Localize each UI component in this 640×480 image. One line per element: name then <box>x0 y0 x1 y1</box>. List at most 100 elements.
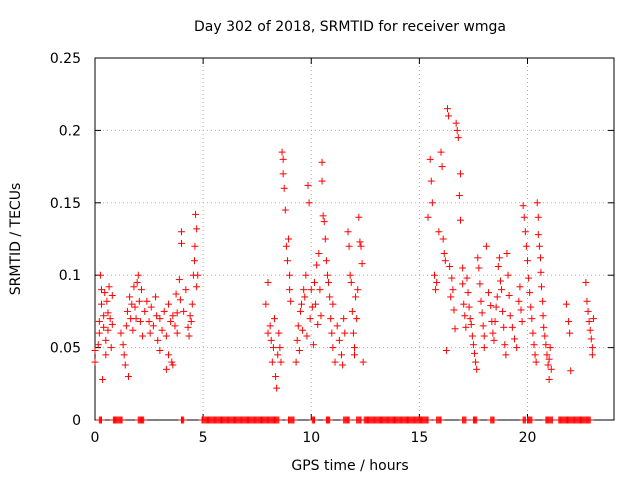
data-point <box>427 177 435 185</box>
data-point <box>566 329 574 337</box>
data-point <box>187 318 195 326</box>
zero-point <box>437 416 445 424</box>
data-point <box>173 329 181 337</box>
data-point <box>433 278 441 286</box>
data-point <box>130 283 138 291</box>
data-point <box>522 242 530 250</box>
data-point <box>105 283 113 291</box>
data-point <box>310 278 318 286</box>
data-point <box>143 297 151 305</box>
data-point <box>465 303 473 311</box>
data-point <box>108 320 116 328</box>
data-point <box>99 375 107 383</box>
data-point <box>274 351 282 359</box>
data-point <box>173 309 181 317</box>
data-point <box>312 300 320 308</box>
data-point <box>158 326 166 334</box>
data-point <box>527 303 535 311</box>
zero-point <box>462 416 470 424</box>
data-point <box>160 307 168 315</box>
data-point <box>357 242 365 250</box>
data-point <box>169 361 177 369</box>
data-point <box>308 303 316 311</box>
data-point <box>469 341 477 349</box>
data-point <box>95 318 103 326</box>
data-point <box>532 358 540 366</box>
data-point <box>472 358 480 366</box>
data-point <box>329 344 337 352</box>
data-point <box>515 297 523 305</box>
data-point <box>437 148 445 156</box>
data-point <box>344 228 352 236</box>
data-point <box>294 322 302 330</box>
data-point <box>272 373 280 381</box>
data-point <box>172 290 180 298</box>
data-point <box>262 300 270 308</box>
data-point <box>589 315 597 323</box>
data-point <box>100 323 108 331</box>
data-point <box>335 336 343 344</box>
data-point <box>582 278 590 286</box>
data-point <box>463 274 471 282</box>
data-point <box>351 351 358 359</box>
data-point <box>296 307 304 315</box>
data-point <box>129 326 137 334</box>
data-point <box>503 249 511 257</box>
data-point <box>517 306 525 314</box>
data-point <box>266 322 274 330</box>
data-point <box>267 336 275 344</box>
data-point <box>531 351 539 359</box>
data-point <box>459 280 467 288</box>
zero-point <box>528 416 536 424</box>
data-point <box>442 346 450 354</box>
data-point <box>293 336 301 344</box>
data-point <box>474 254 482 262</box>
data-point <box>102 351 110 359</box>
x-tick-label: 15 <box>410 430 428 446</box>
data-point <box>565 318 573 326</box>
data-point <box>147 303 155 311</box>
data-point <box>518 318 526 326</box>
data-point <box>323 271 331 279</box>
data-point <box>302 271 310 279</box>
data-point <box>426 155 434 163</box>
data-point <box>446 263 454 271</box>
data-point <box>276 344 284 352</box>
data-point <box>447 293 455 301</box>
data-point <box>491 318 499 326</box>
data-point <box>358 260 366 268</box>
data-point <box>480 344 488 352</box>
data-point <box>190 257 198 265</box>
axis-ticks: 0 0.05 0.1 0.15 0.2 0.25 0 5 10 15 20 <box>50 51 614 446</box>
data-point <box>167 318 175 326</box>
data-point <box>438 163 446 171</box>
data-point <box>103 297 111 305</box>
data-point <box>194 271 202 279</box>
data-point <box>359 358 367 366</box>
data-point <box>499 307 507 315</box>
data-point <box>445 112 453 120</box>
data-point <box>101 289 109 297</box>
data-point <box>180 307 188 315</box>
data-point <box>162 332 170 340</box>
data-point <box>524 257 531 265</box>
data-point <box>538 283 546 291</box>
data-point <box>146 329 154 337</box>
data-point <box>317 312 325 320</box>
data-point <box>192 210 200 218</box>
data-point <box>313 261 321 269</box>
chart-title: Day 302 of 2018, SRMTID for receiver wmg… <box>194 19 506 35</box>
data-point <box>546 344 554 352</box>
data-point <box>120 351 128 359</box>
y-tick-label: 0 <box>72 413 81 429</box>
data-point <box>329 300 337 308</box>
data-point <box>539 312 547 320</box>
data-point <box>277 358 285 366</box>
data-point <box>153 312 161 320</box>
data-point <box>456 216 464 224</box>
data-point <box>326 293 334 301</box>
data-point <box>506 312 514 320</box>
y-tick-label: 0.15 <box>50 196 81 212</box>
data-point <box>477 297 485 305</box>
